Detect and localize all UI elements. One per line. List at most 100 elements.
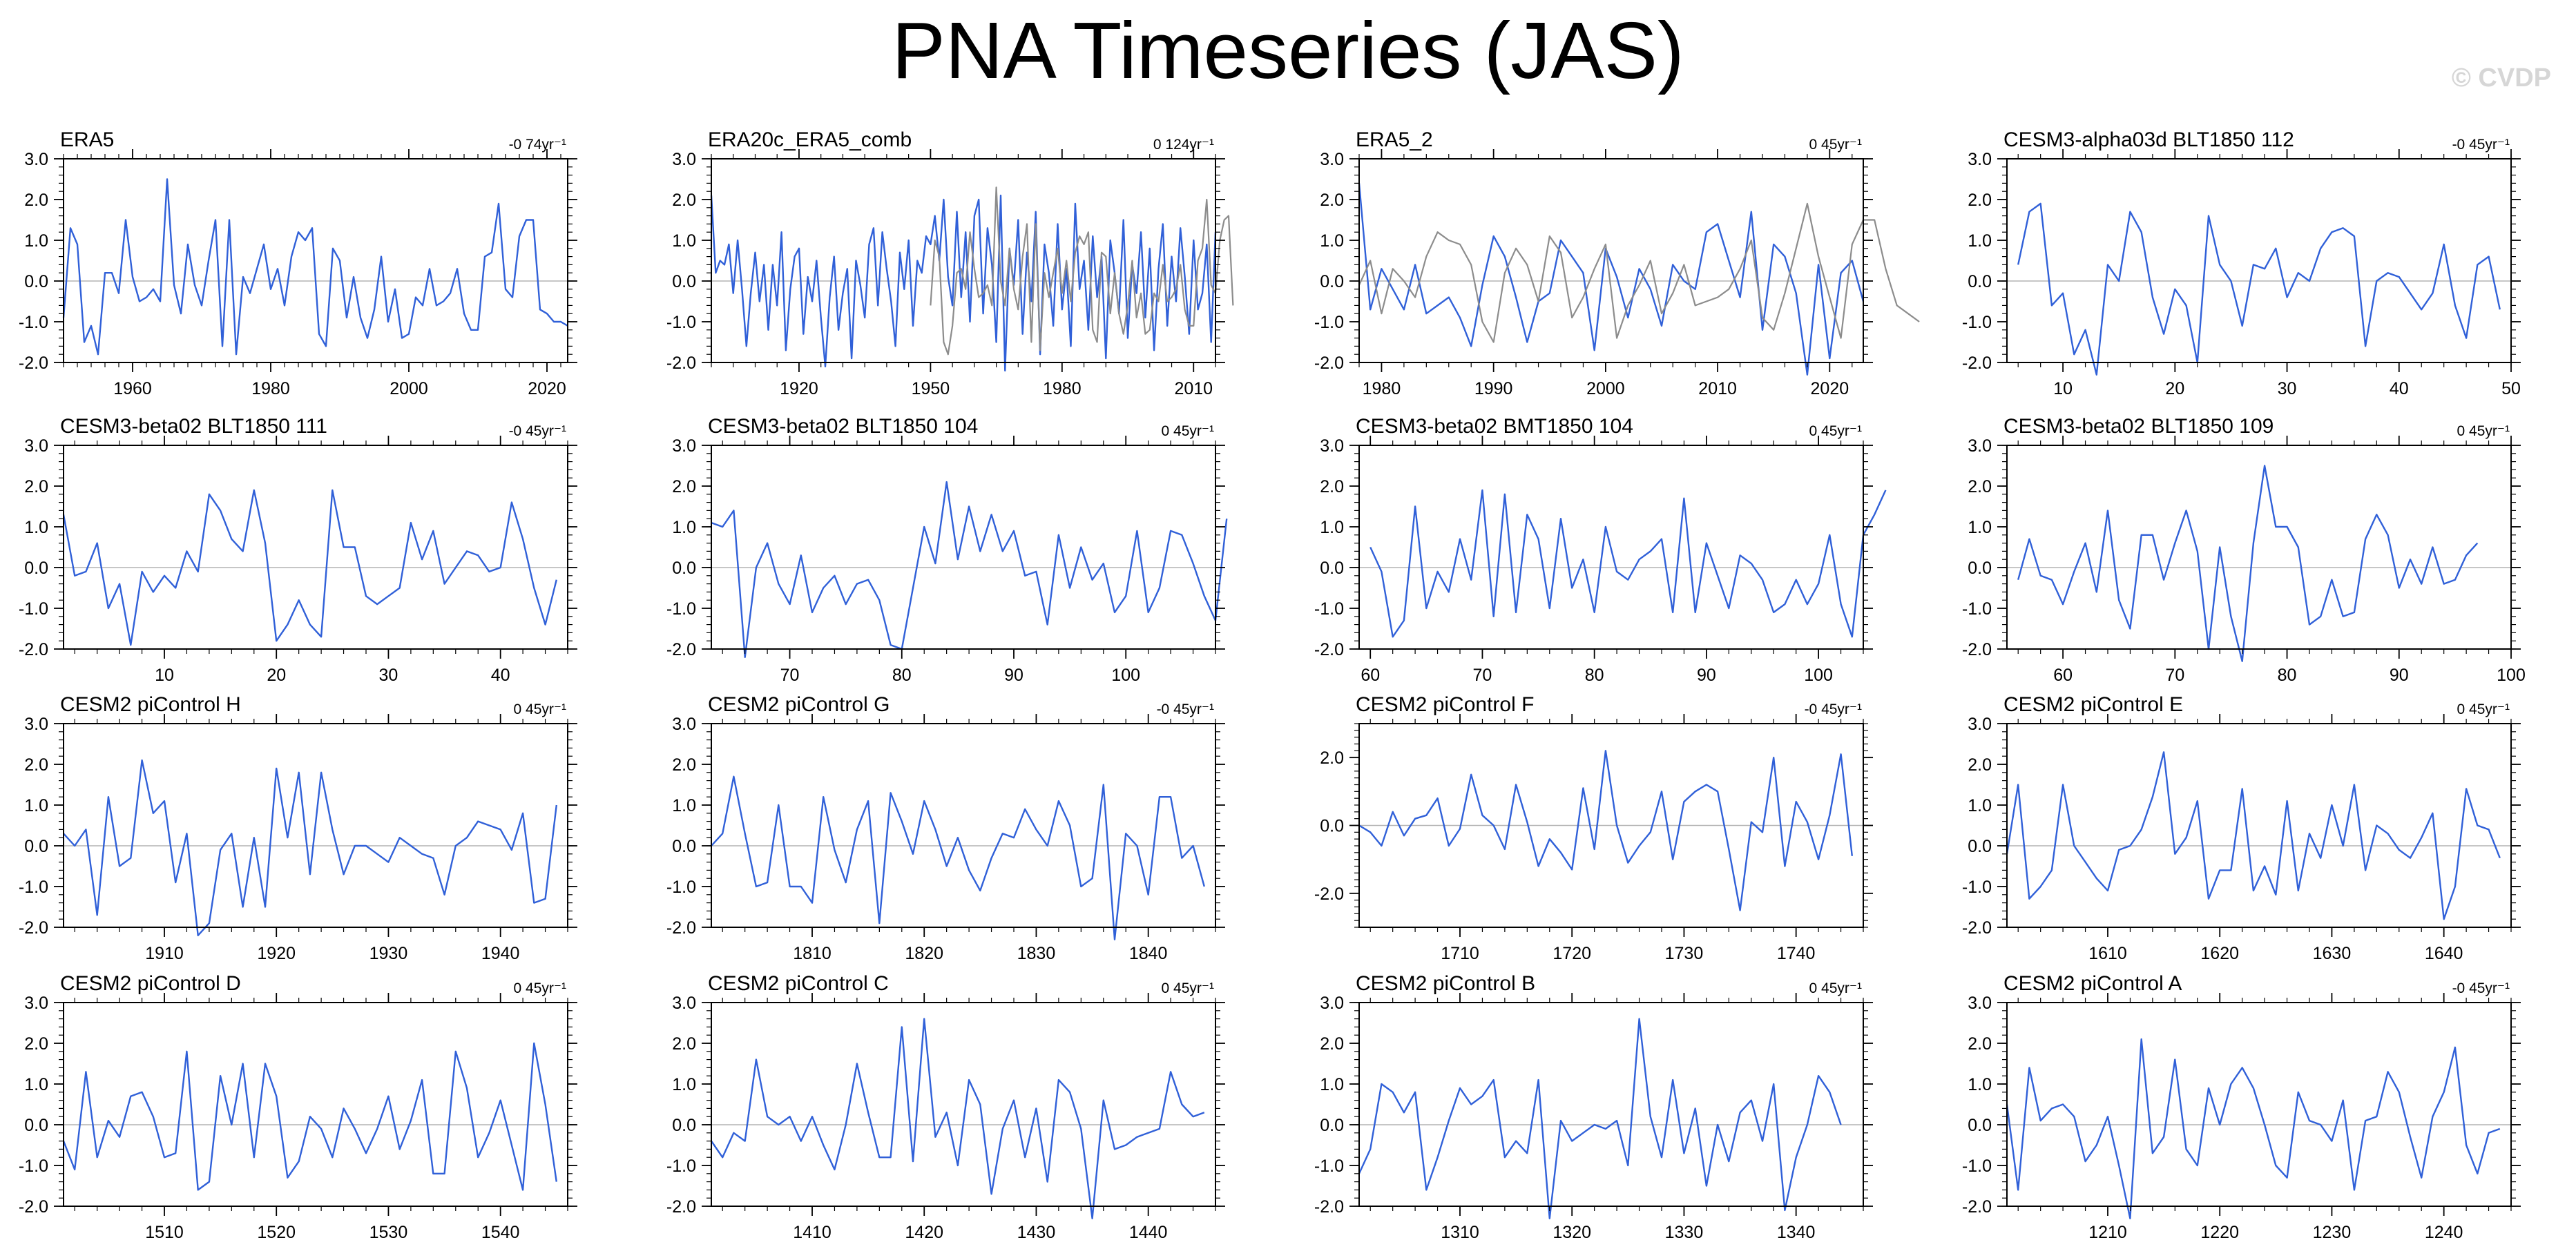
y-tick-label: 0.0: [1320, 559, 1344, 578]
y-tick-label: -2.0: [1314, 884, 1344, 904]
y-tick-label: 0.0: [24, 272, 48, 291]
trend-label: 0 45yr⁻¹: [1809, 980, 1862, 996]
reference-series-line: [1358, 202, 1920, 343]
plot-frame: [63, 445, 568, 650]
y-tick-label: -1.0: [1314, 1157, 1344, 1176]
x-tick-label: 1440: [1129, 1223, 1168, 1242]
plot-frame: [1358, 445, 1864, 650]
y-tick-label: 0.0: [1320, 272, 1344, 291]
plot-frame: [711, 158, 1216, 363]
y-tick-label: 2.0: [1968, 477, 1992, 496]
y-tick-label: -1.0: [19, 599, 48, 619]
x-tick-label: 1910: [145, 944, 184, 963]
y-tick-label: 0.0: [1968, 1116, 1992, 1135]
y-tick-label: 2.0: [672, 477, 696, 496]
y-tick-label: 3.0: [672, 715, 696, 734]
y-tick-label: 1.0: [1968, 1075, 1992, 1094]
y-tick-label: 3.0: [1968, 436, 1992, 456]
y-tick-label: 2.0: [24, 191, 48, 210]
x-tick-label: 2000: [390, 379, 428, 398]
chart-panel: ERA20c_ERA5_comb 0 124yr⁻¹ -2.0 -1.0 0.0 1.0 2…: [666, 128, 1234, 398]
trend-label: 0 45yr⁻¹: [1162, 423, 1214, 439]
x-tick-label: 2000: [1586, 379, 1625, 398]
x-tick-label: 1510: [145, 1223, 184, 1242]
plot-frame: [63, 1002, 568, 1207]
x-tick-label: 1960: [113, 379, 152, 398]
x-tick-label: 2010: [1698, 379, 1737, 398]
y-tick-label: 0.0: [1320, 1116, 1344, 1135]
y-tick-label: 2.0: [1320, 748, 1344, 768]
trend-label: 0 45yr⁻¹: [2457, 423, 2510, 439]
panel-title: CESM3-beta02 BLT1850 104: [708, 415, 978, 438]
y-tick-label: -1.0: [1962, 599, 1992, 619]
x-tick-label: 1420: [905, 1223, 943, 1242]
y-tick-label: 1.0: [672, 1075, 696, 1094]
x-tick-label: 2010: [1174, 379, 1213, 398]
y-tick-label: -2.0: [1314, 354, 1344, 373]
y-tick-label: -1.0: [1962, 313, 1992, 332]
trend-label: -0 45yr⁻¹: [1157, 701, 1214, 717]
plot-frame: [63, 158, 568, 363]
x-tick-label: 2020: [1811, 379, 1849, 398]
y-tick-label: 0.0: [1320, 817, 1344, 836]
y-tick-label: -2.0: [1962, 354, 1992, 373]
y-tick-label: 1.0: [1968, 796, 1992, 815]
x-tick-label: 1410: [793, 1223, 832, 1242]
chart-panel: CESM2 piControl B 0 45yr⁻¹ -2.0 -1.0 0.0 1.0 2…: [1314, 972, 1873, 1242]
panel-title: ERA20c_ERA5_comb: [708, 128, 912, 151]
trend-label: 0 45yr⁻¹: [1162, 980, 1214, 996]
y-tick-label: 2.0: [672, 1034, 696, 1054]
y-tick-label: 0.0: [672, 559, 696, 578]
y-tick-label: -1.0: [1314, 599, 1344, 619]
x-tick-label: 10: [155, 666, 174, 685]
chart-panel: CESM2 piControl D 0 45yr⁻¹ -2.0 -1.0 0.0 1.0 2…: [19, 972, 577, 1242]
y-tick-label: -2.0: [1962, 1197, 1992, 1217]
y-tick-label: -2.0: [666, 918, 696, 938]
y-tick-label: 2.0: [1968, 1034, 1992, 1054]
series-line: [1358, 1018, 1842, 1219]
x-tick-label: 1810: [793, 944, 832, 963]
series-line: [62, 178, 568, 356]
chart-panel: CESM3-beta02 BLT1850 109 0 45yr⁻¹ -2.0 -1.0…: [1962, 415, 2526, 685]
x-tick-label: 2020: [528, 379, 566, 398]
y-tick-label: -2.0: [19, 1197, 48, 1217]
y-tick-label: 2.0: [672, 755, 696, 775]
y-tick-label: 0.0: [672, 837, 696, 856]
trend-label: 0 45yr⁻¹: [514, 980, 566, 996]
chart-panel: CESM3-alpha03d BLT1850 112 -0 45yr⁻¹ -2.0 -…: [1962, 128, 2521, 398]
panel-title: CESM2 piControl F: [1356, 693, 1534, 716]
y-tick-label: 0.0: [24, 1116, 48, 1135]
y-tick-label: 2.0: [1968, 755, 1992, 775]
trend-label: 0 45yr⁻¹: [514, 701, 566, 717]
plot-frame: [711, 445, 1216, 650]
chart-panel: ERA5_2 0 45yr⁻¹ -2.0 -1.0 0.0 1.0 2.0 3.0 1980 19…: [1314, 128, 1920, 398]
x-tick-label: 1210: [2088, 1223, 2127, 1242]
plot-frame: [1358, 158, 1864, 363]
x-tick-label: 90: [1004, 666, 1023, 685]
y-tick-label: 3.0: [1968, 150, 1992, 169]
chart-panel: CESM2 piControl C 0 45yr⁻¹ -2.0 -1.0 0.0 1.0 2…: [666, 972, 1225, 1242]
x-tick-label: 70: [780, 666, 800, 685]
x-tick-label: 1240: [2425, 1223, 2463, 1242]
series-line: [2006, 1038, 2501, 1219]
plot-frame: [63, 723, 568, 928]
y-tick-label: 2.0: [1320, 1034, 1344, 1054]
x-tick-label: 90: [1697, 666, 1716, 685]
x-tick-label: 1980: [1043, 379, 1082, 398]
x-tick-label: 1820: [905, 944, 943, 963]
x-tick-label: 1930: [369, 944, 408, 963]
trend-label: -0 74yr⁻¹: [509, 137, 566, 153]
panel-title: CESM2 piControl E: [2003, 693, 2183, 716]
x-tick-label: 70: [2165, 666, 2184, 685]
y-tick-label: 0.0: [1968, 559, 1992, 578]
y-tick-label: 1.0: [672, 518, 696, 537]
y-tick-label: 1.0: [24, 796, 48, 815]
y-tick-label: 2.0: [1320, 191, 1344, 210]
x-tick-label: 30: [379, 666, 398, 685]
chart-panel: CESM2 piControl H 0 45yr⁻¹ -2.0 -1.0 0.0 1.0 2…: [19, 693, 577, 963]
y-tick-label: -1.0: [666, 1157, 696, 1176]
x-tick-label: 80: [2278, 666, 2297, 685]
x-tick-label: 100: [1111, 666, 1140, 685]
y-tick-label: -1.0: [19, 878, 48, 897]
